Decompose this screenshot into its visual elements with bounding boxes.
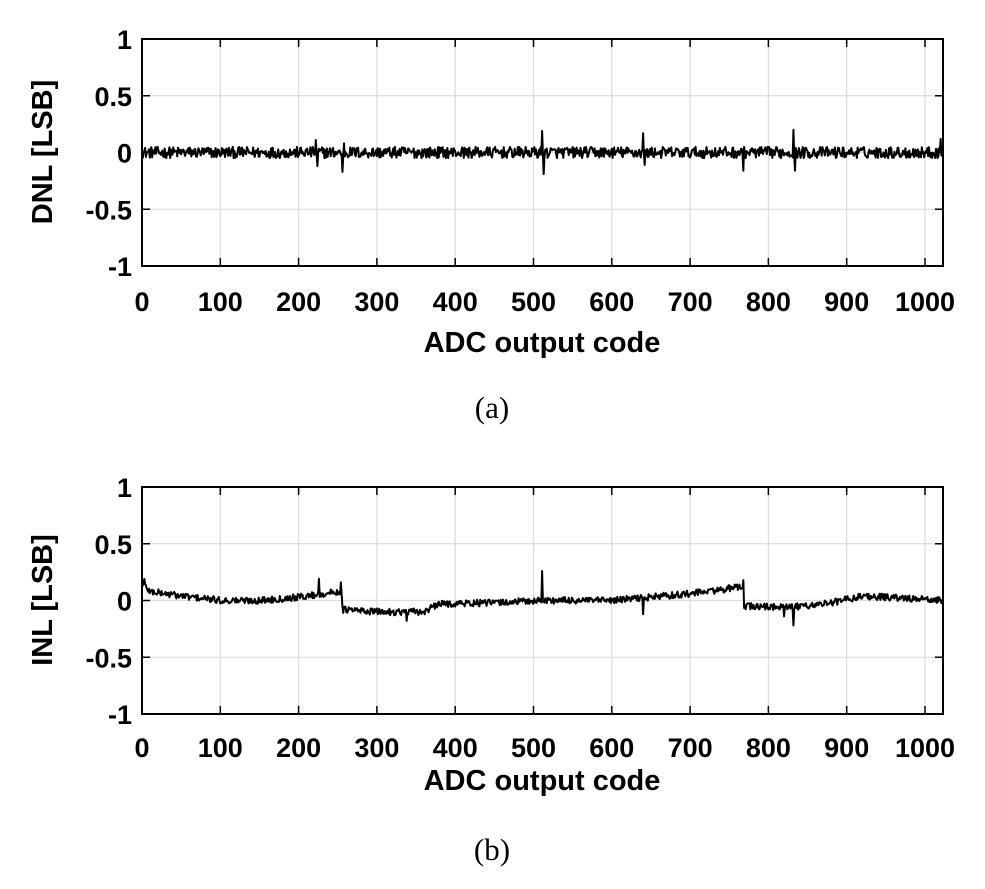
inl-caption: (b) [474, 832, 510, 867]
x-tick-label: 200 [276, 287, 321, 317]
inl-tick-marks [141, 486, 943, 715]
inl-y-axis-label: INL [LSB] [27, 534, 59, 666]
x-tick-label: 800 [746, 733, 791, 763]
dnl-caption: (a) [475, 390, 509, 425]
x-tick-label: 600 [589, 733, 634, 763]
inl-series-line [141, 569, 944, 627]
y-tick-label: 0 [117, 587, 132, 617]
x-tick-label: 400 [433, 733, 478, 763]
x-tick-label: 100 [198, 287, 243, 317]
y-tick-label: 1 [117, 473, 132, 503]
dnl-x-axis-label: ADC output code [424, 327, 661, 359]
inl-x-axis-label: ADC output code [424, 765, 661, 797]
inl-y-tick-labels: 1 0.5 0 -0.5 -1 [85, 473, 132, 730]
x-tick-label: 100 [198, 733, 243, 763]
x-tick-label: 600 [589, 287, 634, 317]
y-tick-label: 0 [117, 139, 132, 169]
x-tick-label: 1000 [895, 287, 955, 317]
inl-panel: 1 0.5 0 -0.5 -1 0 100 200 300 400 500 600 700 800 900… [27, 473, 955, 867]
x-tick-label: 1000 [895, 733, 955, 763]
x-tick-label: 500 [511, 287, 556, 317]
x-tick-label: 700 [668, 287, 713, 317]
y-tick-label: 1 [117, 25, 132, 55]
y-tick-label: -1 [108, 252, 132, 282]
x-tick-label: 900 [824, 733, 869, 763]
x-tick-label: 700 [668, 733, 713, 763]
dnl-series-line [141, 128, 944, 176]
x-tick-label: 300 [354, 287, 399, 317]
x-tick-label: 400 [433, 287, 478, 317]
x-tick-label: 0 [134, 287, 149, 317]
x-tick-label: 0 [134, 733, 149, 763]
y-tick-label: 0.5 [94, 530, 132, 560]
x-tick-label: 200 [276, 733, 321, 763]
y-tick-label: -0.5 [85, 195, 132, 225]
inl-x-tick-labels: 0 100 200 300 400 500 600 700 800 900 1000 [134, 733, 955, 763]
dnl-panel: 1 0.5 0 -0.5 -1 0 100 200 300 400 500 600 700 800 900… [27, 25, 955, 425]
y-tick-label: 0.5 [94, 82, 132, 112]
dnl-x-tick-labels: 0 100 200 300 400 500 600 700 800 900 1000 [134, 287, 955, 317]
dnl-y-tick-labels: 1 0.5 0 -0.5 -1 [85, 25, 132, 282]
x-tick-label: 800 [746, 287, 791, 317]
dnl-y-axis-label: DNL [LSB] [27, 80, 59, 224]
y-tick-label: -0.5 [85, 643, 132, 673]
x-tick-label: 900 [824, 287, 869, 317]
y-tick-label: -1 [108, 700, 132, 730]
x-tick-label: 500 [511, 733, 556, 763]
x-tick-label: 300 [354, 733, 399, 763]
